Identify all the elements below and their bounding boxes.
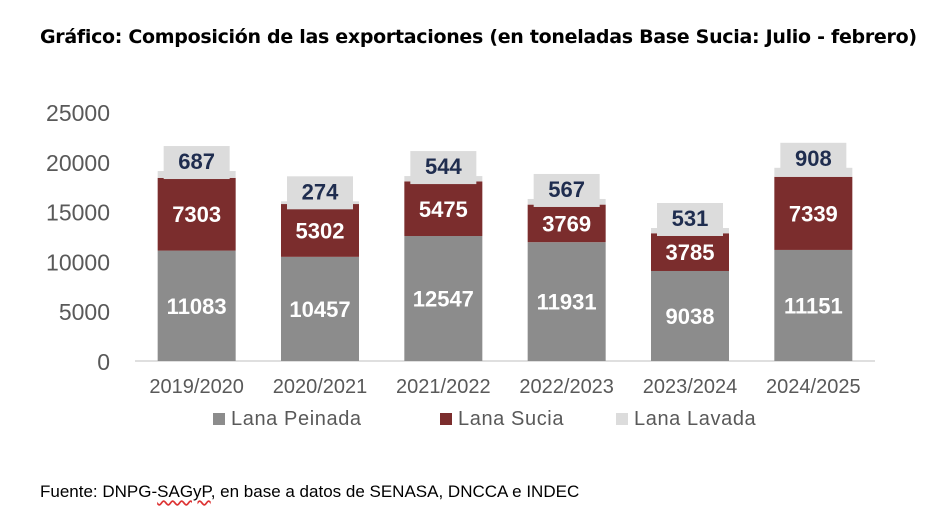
data-label: 544 xyxy=(425,154,462,179)
x-tick-label: 2021/2022 xyxy=(396,376,491,398)
bar-segment xyxy=(281,256,359,361)
bar-segment xyxy=(404,236,483,361)
bar-segment xyxy=(651,233,729,271)
stacked-bar-chart: 0 5000 10000 15000 20000 25000 11083 7303 687 201… xyxy=(46,100,875,430)
bar-segment xyxy=(157,177,236,251)
bar-segment xyxy=(651,270,729,361)
x-tick-label: 2019/2020 xyxy=(149,376,244,398)
legend-label: Lana Sucia xyxy=(458,408,564,430)
data-label: 9038 xyxy=(666,304,715,329)
data-label: 11083 xyxy=(167,294,227,319)
bar-segment xyxy=(774,249,853,361)
legend-swatch xyxy=(213,413,225,425)
chart-title: Gráfico: Composición de las exportacione… xyxy=(40,26,917,48)
source-agency: SAGyP xyxy=(157,482,211,501)
data-label: 3769 xyxy=(542,211,591,236)
data-label-box xyxy=(410,151,477,185)
x-tick-label: 2020/2021 xyxy=(273,376,368,398)
data-label: 274 xyxy=(302,179,339,204)
data-label-box xyxy=(657,202,723,236)
data-label: 10457 xyxy=(289,297,350,322)
source-suffix: , en base a datos de SENASA, DNCCA e IND… xyxy=(210,482,580,501)
data-label: 5302 xyxy=(296,218,345,243)
data-label: 5475 xyxy=(419,197,468,222)
x-tick-label: 2023/2024 xyxy=(643,376,738,398)
y-tick-label: 10000 xyxy=(46,249,110,275)
bar-segment xyxy=(527,242,606,361)
y-tick-label: 15000 xyxy=(46,200,110,226)
source-prefix: Fuente: DNPG- xyxy=(40,482,158,501)
legend-swatch xyxy=(440,413,452,425)
data-label: 11931 xyxy=(537,290,597,315)
data-label: 687 xyxy=(178,149,215,174)
bar-segment xyxy=(404,181,483,237)
legend-swatch xyxy=(616,413,628,425)
x-tick-label: 2022/2023 xyxy=(519,376,614,398)
y-tick-label: 0 xyxy=(97,349,110,375)
data-label: 531 xyxy=(672,206,709,231)
y-tick-label: 5000 xyxy=(59,299,110,325)
data-label: 7339 xyxy=(789,201,838,226)
legend-label: Lana Peinada xyxy=(231,408,362,430)
data-label: 908 xyxy=(795,146,832,171)
data-label-box xyxy=(163,146,230,180)
data-label: 11151 xyxy=(784,293,843,318)
data-label: 12547 xyxy=(413,287,474,312)
y-tick-label: 25000 xyxy=(46,100,110,126)
bar-segment xyxy=(527,204,606,243)
data-label: 567 xyxy=(548,177,585,202)
bar-segment xyxy=(774,176,853,250)
source-note: Fuente: DNPG-SAGyP, en base a datos de S… xyxy=(40,482,579,502)
y-tick-label: 20000 xyxy=(46,150,110,176)
data-label-box xyxy=(780,142,847,176)
bar-segment xyxy=(281,204,359,257)
data-label: 7303 xyxy=(172,202,221,227)
data-label-box xyxy=(533,173,600,207)
legend-label: Lana Lavada xyxy=(634,408,757,430)
data-label: 3785 xyxy=(666,240,715,265)
bar-segment xyxy=(157,250,236,361)
data-label-box xyxy=(287,176,353,210)
x-tick-label: 2024/2025 xyxy=(766,376,861,398)
